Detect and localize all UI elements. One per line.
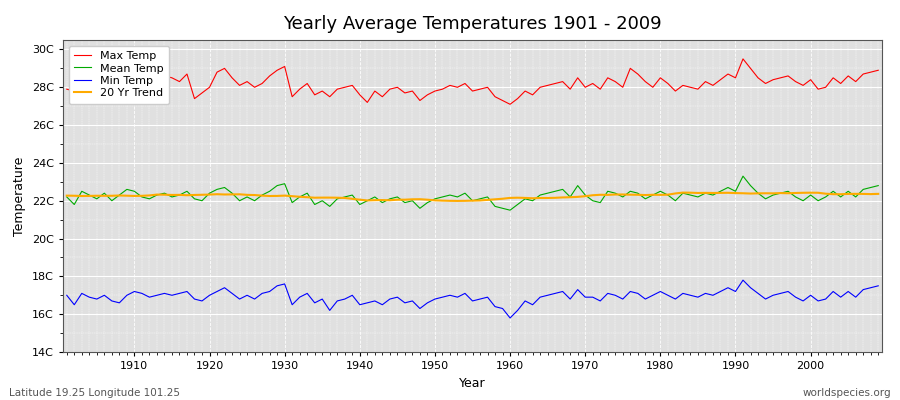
- 20 Yr Trend: [122, 193, 132, 198]
- Mean Temp: [497, 206, 508, 211]
- Min Temp: [512, 308, 523, 313]
- Max Temp: [287, 94, 298, 99]
- Max Temp: [602, 76, 613, 80]
- Text: worldspecies.org: worldspecies.org: [803, 388, 891, 398]
- Max Temp: [332, 87, 343, 92]
- Title: Yearly Average Temperatures 1901 - 2009: Yearly Average Temperatures 1901 - 2009: [284, 15, 662, 33]
- 20 Yr Trend: [452, 198, 463, 203]
- Y-axis label: Temperature: Temperature: [14, 156, 26, 236]
- Max Temp: [738, 56, 749, 61]
- Legend: Max Temp, Mean Temp, Min Temp, 20 Yr Trend: Max Temp, Mean Temp, Min Temp, 20 Yr Tre…: [68, 46, 169, 104]
- Line: 20 Yr Trend: 20 Yr Trend: [67, 192, 878, 201]
- Min Temp: [287, 302, 298, 307]
- Min Temp: [505, 316, 516, 320]
- Mean Temp: [287, 200, 298, 205]
- Min Temp: [61, 293, 72, 298]
- Mean Temp: [61, 194, 72, 199]
- 20 Yr Trend: [332, 195, 343, 200]
- Mean Temp: [512, 202, 523, 207]
- 20 Yr Trend: [678, 190, 688, 195]
- Max Temp: [497, 98, 508, 103]
- Max Temp: [512, 96, 523, 101]
- Mean Temp: [738, 174, 749, 178]
- Min Temp: [602, 291, 613, 296]
- Min Temp: [497, 306, 508, 311]
- 20 Yr Trend: [873, 192, 884, 196]
- 20 Yr Trend: [512, 195, 523, 200]
- Max Temp: [505, 102, 516, 107]
- Min Temp: [332, 298, 343, 303]
- 20 Yr Trend: [602, 192, 613, 197]
- Max Temp: [873, 68, 884, 73]
- Text: Latitude 19.25 Longitude 101.25: Latitude 19.25 Longitude 101.25: [9, 388, 180, 398]
- X-axis label: Year: Year: [459, 376, 486, 390]
- 20 Yr Trend: [287, 194, 298, 198]
- Mean Temp: [602, 189, 613, 194]
- Mean Temp: [122, 187, 132, 192]
- Mean Temp: [873, 183, 884, 188]
- Max Temp: [122, 81, 132, 86]
- Min Temp: [738, 278, 749, 282]
- Mean Temp: [332, 196, 343, 201]
- Min Temp: [873, 284, 884, 288]
- 20 Yr Trend: [505, 196, 516, 200]
- Line: Max Temp: Max Temp: [67, 59, 878, 104]
- 20 Yr Trend: [61, 193, 72, 198]
- Line: Min Temp: Min Temp: [67, 280, 878, 318]
- Line: Mean Temp: Mean Temp: [67, 176, 878, 210]
- Max Temp: [61, 87, 72, 92]
- Min Temp: [122, 293, 132, 298]
- Mean Temp: [505, 208, 516, 212]
